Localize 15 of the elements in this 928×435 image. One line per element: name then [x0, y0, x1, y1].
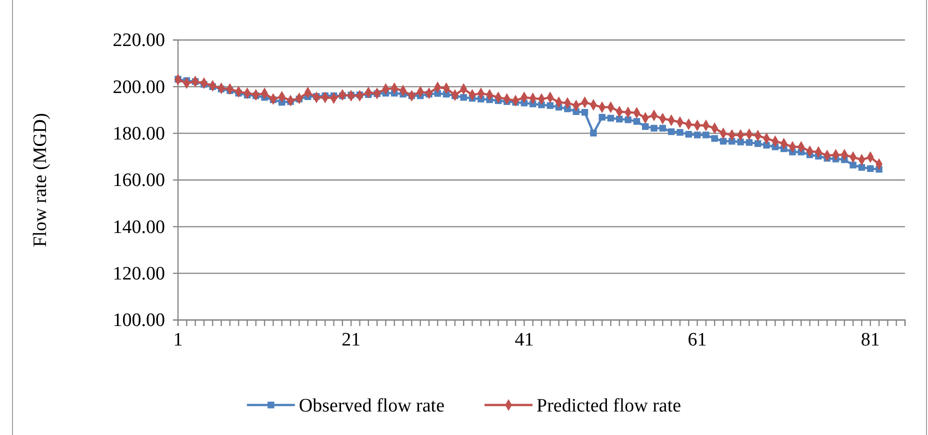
y-tick-label: 140.00 [112, 216, 165, 238]
y-axis-title: Flow rate (MGD) [30, 112, 51, 248]
y-tick-label: 100.00 [112, 310, 165, 332]
y-tick-label: 180.00 [112, 123, 165, 144]
y-tick-label: 120.00 [112, 263, 165, 284]
y-tick-label: 220.00 [112, 30, 165, 52]
y-tick-label: 160.00 [112, 170, 165, 192]
legend-label: Predicted flow rate [536, 396, 682, 416]
x-tick-label: 81 [860, 329, 880, 350]
legend-label: Observed flow rate [298, 396, 445, 416]
y-tick-label: 200.00 [112, 76, 165, 98]
x-tick-label: 41 [514, 329, 534, 350]
x-tick-label: 1 [173, 329, 183, 350]
x-tick-label: 21 [342, 329, 361, 350]
x-tick-label: 61 [688, 329, 707, 350]
